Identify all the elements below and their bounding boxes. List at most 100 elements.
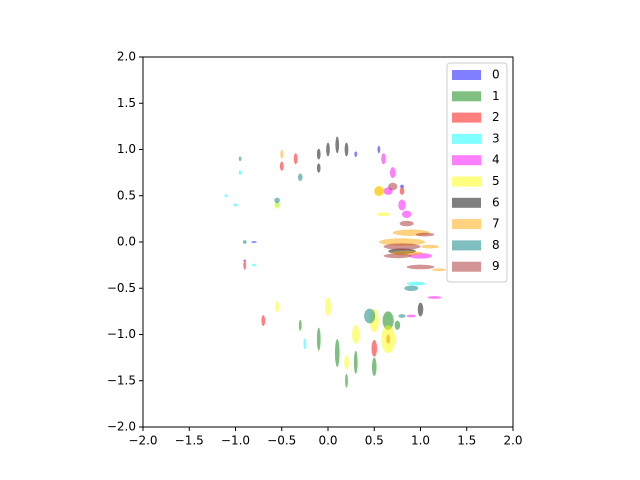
ellipse	[224, 194, 229, 198]
ellipse	[252, 263, 256, 267]
ellipse	[427, 296, 442, 299]
ellipse	[400, 184, 404, 189]
x-tick-label: 2.0	[503, 434, 522, 448]
legend-label: 3	[492, 131, 500, 145]
ellipse	[279, 161, 284, 171]
ellipse	[388, 182, 398, 191]
legend-swatch	[452, 112, 481, 123]
ellipse	[383, 243, 421, 250]
x-tick-label: −0.5	[267, 434, 296, 448]
y-tick-label: −1.0	[107, 327, 136, 341]
ellipse	[381, 153, 386, 165]
ellipse	[406, 314, 416, 318]
ellipse	[251, 241, 257, 243]
legend-swatch	[452, 240, 481, 251]
legend-swatch	[452, 91, 481, 102]
ellipse	[374, 186, 384, 196]
x-tick-label: −2.0	[128, 434, 157, 448]
y-tick-label: −1.5	[107, 373, 136, 387]
ellipse	[274, 201, 280, 209]
ellipse	[238, 170, 242, 175]
ellipse	[280, 149, 284, 159]
ellipse	[382, 311, 394, 330]
ellipse	[432, 268, 446, 272]
ellipse	[243, 260, 247, 270]
x-tick-label: 1.5	[457, 434, 476, 448]
legend-label: 1	[492, 89, 500, 103]
ellipse	[353, 350, 358, 374]
ellipse	[242, 240, 247, 244]
plot-area	[224, 136, 446, 388]
ellipse	[381, 325, 396, 353]
ellipse	[345, 373, 348, 388]
x-tick-label: 1.0	[411, 434, 430, 448]
legend-label: 0	[492, 68, 500, 82]
ellipse	[274, 197, 280, 204]
y-tick-label: 0.0	[117, 235, 136, 249]
ellipse	[261, 315, 266, 327]
ellipse	[376, 212, 391, 217]
ellipse	[316, 327, 321, 351]
legend-label: 8	[492, 238, 500, 252]
ellipse	[298, 319, 302, 331]
x-tick-label: −1.0	[221, 434, 250, 448]
ellipse	[354, 151, 358, 157]
y-tick-label: 1.5	[117, 96, 136, 110]
y-tick-label: 0.5	[117, 188, 136, 202]
ellipse	[316, 148, 321, 160]
ellipse	[325, 297, 331, 316]
ellipse	[398, 314, 406, 318]
ellipse	[335, 136, 340, 154]
y-tick-label: 2.0	[117, 50, 136, 64]
y-tick-label: −2.0	[107, 420, 136, 434]
ellipse	[398, 199, 406, 211]
ellipse	[371, 340, 378, 357]
legend-swatch	[452, 133, 481, 144]
ellipse	[420, 244, 439, 249]
x-tick-label: −1.5	[175, 434, 204, 448]
legend-label: 5	[492, 174, 500, 188]
ellipse	[293, 153, 298, 165]
legend-label: 4	[492, 153, 500, 167]
ellipse	[275, 301, 279, 313]
ellipse	[417, 302, 424, 317]
legend-swatch	[452, 219, 481, 230]
ellipse	[326, 142, 330, 157]
ellipse	[389, 167, 396, 179]
legend-label: 2	[492, 110, 500, 124]
ellipse	[364, 308, 376, 324]
ellipse	[334, 339, 340, 367]
legend-swatch	[452, 155, 481, 166]
y-tick-label: 1.0	[117, 142, 136, 156]
ellipse	[406, 281, 426, 286]
ellipse	[402, 210, 412, 218]
ellipse	[404, 285, 419, 292]
ellipse	[415, 232, 435, 237]
legend-swatch	[452, 261, 481, 272]
ellipse	[233, 203, 238, 207]
legend-label: 9	[492, 259, 500, 273]
ellipse	[399, 187, 405, 195]
ellipse	[344, 355, 349, 370]
legend-label: 6	[492, 195, 500, 209]
ellipse	[316, 163, 321, 173]
x-tick-label: 0.5	[365, 434, 384, 448]
ellipse	[378, 238, 426, 246]
ellipse	[394, 320, 401, 330]
ellipse	[238, 156, 242, 162]
legend-label: 7	[492, 217, 500, 231]
ellipse	[377, 145, 381, 154]
ellipse	[344, 142, 349, 157]
ellipse	[399, 220, 414, 227]
ellipse	[352, 325, 360, 344]
ellipse	[406, 264, 435, 270]
ellipse	[303, 338, 307, 350]
y-tick-label: −0.5	[107, 281, 136, 295]
ellipse	[371, 357, 377, 377]
legend-swatch	[452, 176, 481, 187]
ellipse	[383, 253, 412, 259]
ellipse	[297, 173, 303, 181]
x-tick-label: 0.0	[318, 434, 337, 448]
